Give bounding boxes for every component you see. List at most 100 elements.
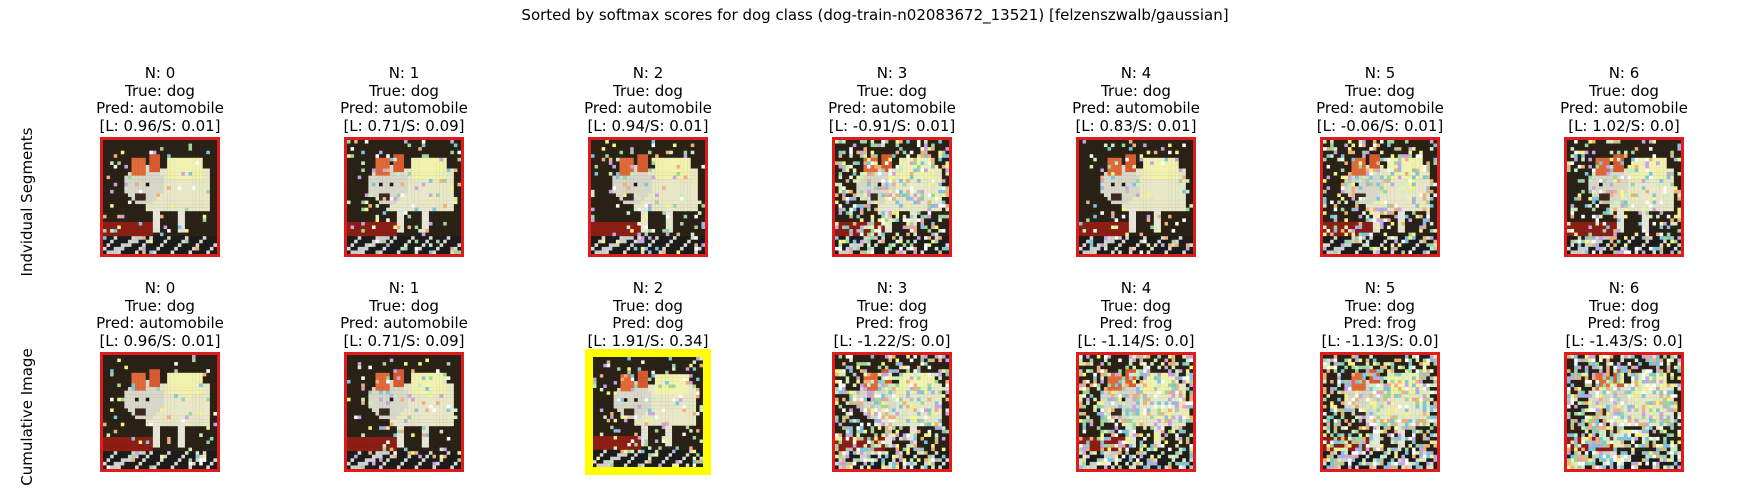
image-frame [832, 352, 952, 472]
panel-index-label: N: 4 [1056, 65, 1216, 83]
panel-score-label: [L: 0.96/S: 0.01] [80, 118, 240, 136]
panel-index-label: N: 0 [80, 65, 240, 83]
panel-score-label: [L: 0.96/S: 0.01] [80, 333, 240, 351]
dog-thumbnail-image [103, 355, 217, 469]
panel-true-label: True: dog [1300, 83, 1460, 101]
dog-thumbnail-image [103, 140, 217, 254]
panel-score-label: [L: 0.83/S: 0.01] [1056, 118, 1216, 136]
image-frame [832, 137, 952, 257]
panel-index-label: N: 4 [1056, 280, 1216, 298]
dog-thumbnail-image [347, 355, 461, 469]
panel-pred-label: Pred: frog [1544, 315, 1704, 333]
panel-pred-label: Pred: automobile [1056, 100, 1216, 118]
dog-thumbnail-image [593, 357, 703, 467]
image-frame [344, 137, 464, 257]
panel-true-label: True: dog [80, 83, 240, 101]
panel-true-label: True: dog [568, 83, 728, 101]
panel-true-label: True: dog [1544, 298, 1704, 316]
panel-true-label: True: dog [568, 298, 728, 316]
panel-score-label: [L: -1.43/S: 0.0] [1544, 333, 1704, 351]
panel-index-label: N: 3 [812, 280, 972, 298]
image-frame [344, 352, 464, 472]
panel-score-label: [L: -0.91/S: 0.01] [812, 118, 972, 136]
panel-true-label: True: dog [812, 83, 972, 101]
panel-score-label: [L: -1.14/S: 0.0] [1056, 333, 1216, 351]
image-frame [1320, 137, 1440, 257]
panel-true-label: True: dog [1544, 83, 1704, 101]
row-label-individual: Indvidual Segments [18, 117, 36, 287]
panel-true-label: True: dog [1056, 83, 1216, 101]
panel-true-label: True: dog [1300, 298, 1460, 316]
panel-index-label: N: 0 [80, 280, 240, 298]
panel-index-label: N: 1 [324, 65, 484, 83]
image-frame [1076, 352, 1196, 472]
panel-score-label: [L: -1.13/S: 0.0] [1300, 333, 1460, 351]
panel-index-label: N: 6 [1544, 65, 1704, 83]
panel-pred-label: Pred: automobile [568, 100, 728, 118]
panel-pred-label: Pred: automobile [80, 100, 240, 118]
panel-index-label: N: 3 [812, 65, 972, 83]
dog-thumbnail-image [835, 140, 949, 254]
panel-score-label: [L: -0.06/S: 0.01] [1300, 118, 1460, 136]
panel-true-label: True: dog [80, 298, 240, 316]
panel-true-label: True: dog [324, 298, 484, 316]
panel-pred-label: Pred: automobile [80, 315, 240, 333]
panel-pred-label: Pred: automobile [1544, 100, 1704, 118]
panel-index-label: N: 2 [568, 280, 728, 298]
dog-thumbnail-image [591, 140, 705, 254]
image-frame [1564, 352, 1684, 472]
panel-index-label: N: 2 [568, 65, 728, 83]
dog-thumbnail-image [835, 355, 949, 469]
image-frame [100, 137, 220, 257]
panel-score-label: [L: -1.22/S: 0.0] [812, 333, 972, 351]
panel-index-label: N: 5 [1300, 280, 1460, 298]
figure-title: Sorted by softmax scores for dog class (… [0, 6, 1750, 24]
panel-score-label: [L: 0.94/S: 0.01] [568, 118, 728, 136]
image-frame [100, 352, 220, 472]
panel-pred-label: Pred: frog [1300, 315, 1460, 333]
panel-pred-label: Pred: dog [568, 315, 728, 333]
panel-score-label: [L: 0.71/S: 0.09] [324, 333, 484, 351]
image-frame [1564, 137, 1684, 257]
panel-index-label: N: 5 [1300, 65, 1460, 83]
panel-pred-label: Pred: frog [1056, 315, 1216, 333]
dog-thumbnail-image [347, 140, 461, 254]
panel-true-label: True: dog [324, 83, 484, 101]
panel-score-label: [L: 0.71/S: 0.09] [324, 118, 484, 136]
highlighted-image-frame [585, 349, 711, 475]
panel-true-label: True: dog [1056, 298, 1216, 316]
image-frame [1076, 137, 1196, 257]
dog-thumbnail-image [1567, 140, 1681, 254]
image-frame [588, 137, 708, 257]
panel-pred-label: Pred: automobile [324, 100, 484, 118]
row-label-cumulative: Cumulative Image [18, 332, 36, 502]
image-frame [1320, 352, 1440, 472]
panel-score-label: [L: 1.91/S: 0.34] [568, 333, 728, 351]
dog-thumbnail-image [1079, 355, 1193, 469]
dog-thumbnail-image [1323, 355, 1437, 469]
dog-thumbnail-image [1079, 140, 1193, 254]
panel-index-label: N: 6 [1544, 280, 1704, 298]
panel-index-label: N: 1 [324, 280, 484, 298]
panel-pred-label: Pred: frog [812, 315, 972, 333]
panel-pred-label: Pred: automobile [812, 100, 972, 118]
dog-thumbnail-image [1567, 355, 1681, 469]
panel-pred-label: Pred: automobile [1300, 100, 1460, 118]
panel-score-label: [L: 1.02/S: 0.0] [1544, 118, 1704, 136]
dog-thumbnail-image [1323, 140, 1437, 254]
panel-true-label: True: dog [812, 298, 972, 316]
